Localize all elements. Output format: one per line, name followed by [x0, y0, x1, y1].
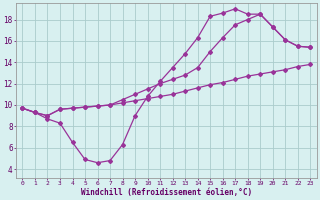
X-axis label: Windchill (Refroidissement éolien,°C): Windchill (Refroidissement éolien,°C) — [81, 188, 252, 197]
